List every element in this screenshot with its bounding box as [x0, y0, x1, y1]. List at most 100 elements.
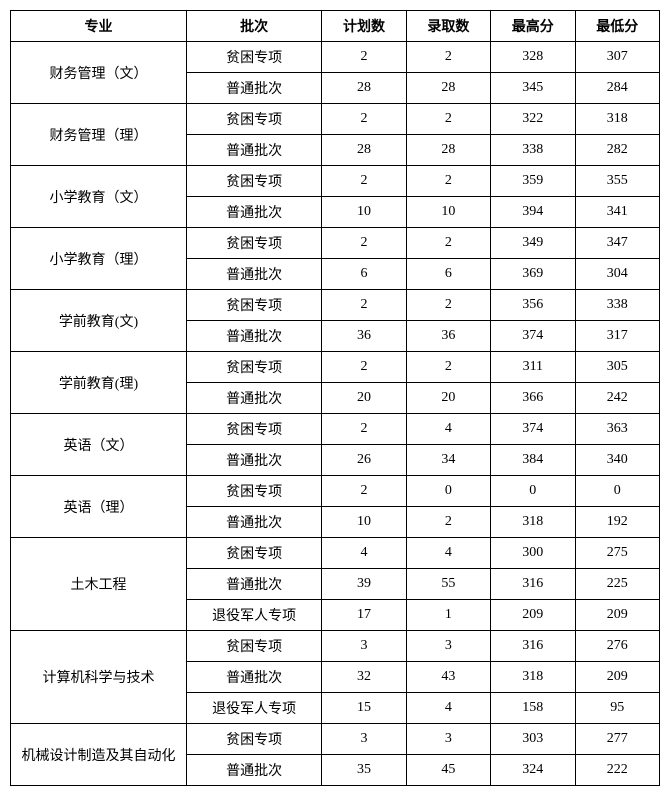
cell-low: 282: [575, 135, 659, 166]
cell-batch: 贫困专项: [186, 476, 321, 507]
cell-batch: 退役军人专项: [186, 693, 321, 724]
cell-low: 347: [575, 228, 659, 259]
cell-admit: 10: [406, 197, 490, 228]
cell-admit: 34: [406, 445, 490, 476]
cell-low: 284: [575, 73, 659, 104]
table-row: 机械设计制造及其自动化贫困专项33303277: [11, 724, 660, 755]
col-high: 最高分: [491, 11, 575, 42]
cell-batch: 贫困专项: [186, 352, 321, 383]
cell-low: 355: [575, 166, 659, 197]
cell-admit: 2: [406, 104, 490, 135]
cell-high: 300: [491, 538, 575, 569]
cell-plan: 15: [322, 693, 406, 724]
col-low: 最低分: [575, 11, 659, 42]
cell-major: 英语（文）: [11, 414, 187, 476]
cell-low: 338: [575, 290, 659, 321]
cell-admit: 43: [406, 662, 490, 693]
cell-high: 366: [491, 383, 575, 414]
cell-high: 338: [491, 135, 575, 166]
cell-plan: 2: [322, 476, 406, 507]
cell-batch: 贫困专项: [186, 414, 321, 445]
cell-low: 277: [575, 724, 659, 755]
cell-admit: 4: [406, 414, 490, 445]
cell-major: 英语（理）: [11, 476, 187, 538]
cell-plan: 28: [322, 135, 406, 166]
cell-major: 学前教育(文): [11, 290, 187, 352]
cell-admit: 20: [406, 383, 490, 414]
cell-major: 机械设计制造及其自动化: [11, 724, 187, 786]
cell-plan: 26: [322, 445, 406, 476]
cell-low: 242: [575, 383, 659, 414]
cell-admit: 3: [406, 724, 490, 755]
cell-high: 374: [491, 321, 575, 352]
cell-low: 0: [575, 476, 659, 507]
cell-plan: 3: [322, 724, 406, 755]
cell-plan: 2: [322, 228, 406, 259]
cell-plan: 2: [322, 166, 406, 197]
cell-low: 304: [575, 259, 659, 290]
cell-admit: 0: [406, 476, 490, 507]
table-row: 小学教育（文）贫困专项22359355: [11, 166, 660, 197]
cell-batch: 退役军人专项: [186, 600, 321, 631]
cell-admit: 3: [406, 631, 490, 662]
col-batch: 批次: [186, 11, 321, 42]
cell-batch: 贫困专项: [186, 538, 321, 569]
cell-plan: 36: [322, 321, 406, 352]
cell-admit: 45: [406, 755, 490, 786]
cell-high: 303: [491, 724, 575, 755]
cell-batch: 普通批次: [186, 197, 321, 228]
cell-plan: 20: [322, 383, 406, 414]
cell-batch: 普通批次: [186, 383, 321, 414]
cell-admit: 1: [406, 600, 490, 631]
cell-admit: 36: [406, 321, 490, 352]
table-row: 英语（理）贫困专项2000: [11, 476, 660, 507]
cell-batch: 贫困专项: [186, 228, 321, 259]
cell-major: 财务管理（文）: [11, 42, 187, 104]
cell-batch: 贫困专项: [186, 166, 321, 197]
cell-plan: 28: [322, 73, 406, 104]
cell-plan: 6: [322, 259, 406, 290]
cell-high: 328: [491, 42, 575, 73]
table-row: 财务管理（文）贫困专项22328307: [11, 42, 660, 73]
cell-low: 209: [575, 600, 659, 631]
cell-batch: 普通批次: [186, 321, 321, 352]
cell-plan: 10: [322, 197, 406, 228]
cell-admit: 4: [406, 538, 490, 569]
cell-high: 158: [491, 693, 575, 724]
cell-high: 311: [491, 352, 575, 383]
table-row: 土木工程贫困专项44300275: [11, 538, 660, 569]
cell-high: 316: [491, 569, 575, 600]
cell-admit: 55: [406, 569, 490, 600]
col-plan: 计划数: [322, 11, 406, 42]
cell-admit: 2: [406, 42, 490, 73]
cell-admit: 2: [406, 290, 490, 321]
cell-low: 317: [575, 321, 659, 352]
cell-low: 225: [575, 569, 659, 600]
cell-batch: 普通批次: [186, 662, 321, 693]
cell-batch: 贫困专项: [186, 724, 321, 755]
table-row: 财务管理（理）贫困专项22322318: [11, 104, 660, 135]
cell-plan: 2: [322, 352, 406, 383]
cell-high: 209: [491, 600, 575, 631]
cell-high: 316: [491, 631, 575, 662]
cell-plan: 35: [322, 755, 406, 786]
table-row: 学前教育(理)贫困专项22311305: [11, 352, 660, 383]
cell-high: 374: [491, 414, 575, 445]
cell-high: 369: [491, 259, 575, 290]
cell-major: 小学教育（文）: [11, 166, 187, 228]
cell-batch: 普通批次: [186, 755, 321, 786]
admission-table: 专业 批次 计划数 录取数 最高分 最低分 财务管理（文）贫困专项2232830…: [10, 10, 660, 786]
cell-high: 318: [491, 507, 575, 538]
cell-low: 275: [575, 538, 659, 569]
cell-plan: 39: [322, 569, 406, 600]
cell-plan: 10: [322, 507, 406, 538]
cell-plan: 2: [322, 42, 406, 73]
cell-batch: 贫困专项: [186, 42, 321, 73]
cell-batch: 贫困专项: [186, 631, 321, 662]
table-row: 英语（文）贫困专项24374363: [11, 414, 660, 445]
table-body: 财务管理（文）贫困专项22328307普通批次2828345284财务管理（理）…: [11, 42, 660, 786]
cell-batch: 普通批次: [186, 73, 321, 104]
cell-high: 356: [491, 290, 575, 321]
cell-high: 0: [491, 476, 575, 507]
header-row: 专业 批次 计划数 录取数 最高分 最低分: [11, 11, 660, 42]
